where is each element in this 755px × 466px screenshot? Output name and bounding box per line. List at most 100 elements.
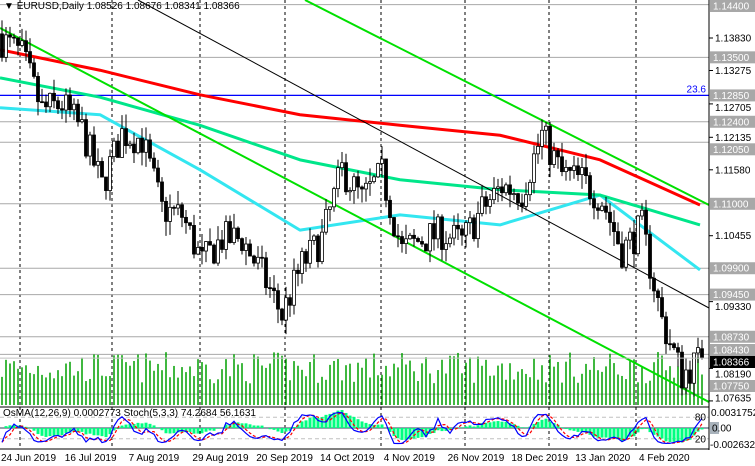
level-box-label: 1.07750 [713,382,750,393]
candle [0,33,4,58]
candle [556,150,560,158]
x-tick-label: 24 Jun 2019 [1,453,56,464]
candle [60,108,64,111]
candle [204,241,208,252]
candle [576,165,580,176]
candle [40,101,44,104]
candle [592,198,596,209]
candle [32,62,36,77]
candle [700,348,704,359]
channel-middle-line [137,0,710,309]
candle [600,205,604,211]
candle [200,246,204,252]
candle [360,186,364,190]
candle [192,225,196,255]
candle [228,221,232,243]
candle [232,227,236,243]
current-price-label: 1.08366 [713,358,750,369]
ma-green-line [0,76,701,227]
candle [108,156,112,191]
candle [620,243,624,268]
candle [464,222,468,236]
fibo-label: 23.6 [687,84,707,95]
candle [644,209,648,235]
candle [368,181,372,184]
candle [24,40,28,52]
candle [300,251,304,274]
stoch-signal-line [1,412,703,445]
candle [320,231,324,263]
ma-cyan-line [0,106,701,272]
level-price-box: 1.09450 [710,288,755,301]
candle [448,237,452,245]
candle [184,216,188,224]
candle [312,235,316,241]
candle [528,182,532,196]
candle [128,143,132,147]
x-tick-label: 7 Aug 2019 [129,453,180,464]
candle [552,150,556,165]
candle [548,125,552,165]
level-box-bg [710,330,755,343]
candle [524,194,528,207]
x-tick-label: 20 Sep 2019 [256,453,313,464]
candle [488,199,492,207]
candle [364,182,368,190]
candle [256,256,260,264]
current-price-box [710,356,755,368]
level-price-box: 1.08430 [710,344,755,357]
osma-zero-label: 0.00 [712,424,732,435]
x-tick-label: 14 Oct 2019 [320,453,375,464]
dropdown-triangle-icon[interactable]: ▼ [4,1,14,12]
candle [628,231,632,241]
candle [348,190,352,193]
candle [520,202,524,207]
level-price-box: 1.08730 [710,330,755,343]
candle [168,206,172,222]
x-tick-label: 29 Aug 2019 [192,453,249,464]
candle [132,143,136,154]
level-box-label: 1.14400 [713,2,750,13]
candle [276,290,280,310]
level-price-box: 1.12400 [710,115,755,128]
candle [48,92,52,108]
y-tick-label: 1.12135 [715,133,752,144]
candle [656,290,660,298]
osma-min-label: -0.002632 [710,440,755,451]
x-tick-label: 26 Nov 2019 [448,453,505,464]
candle [8,34,12,38]
open-value: 1.08526 [86,1,123,12]
candle [596,207,600,211]
candle [536,146,540,155]
candle [472,217,476,240]
candle [612,222,616,232]
candle [632,231,636,255]
high-value: 1.08676 [125,1,162,12]
x-tick-label: 18 Dec 2019 [511,453,568,464]
candle [668,343,672,346]
candle [16,37,20,46]
candle [676,347,680,353]
candle [696,347,700,354]
candle [660,297,664,318]
candle [76,103,80,123]
candle [44,101,48,108]
candle [288,297,292,306]
candle [152,157,156,169]
level-box-label: 1.09450 [713,290,750,301]
level-box-label: 1.09900 [713,264,750,275]
candle [304,251,308,264]
candle [420,241,424,245]
candle [652,277,656,292]
candle [672,343,676,349]
close-value: 1.08366 [203,1,240,12]
candle [316,235,320,263]
candle [688,369,692,384]
symbol-label: EURUSD,Daily [16,1,84,12]
candle [328,206,332,210]
candle [408,234,412,240]
stoch-main-line [1,411,703,445]
candle [212,244,216,264]
candle [540,129,544,147]
